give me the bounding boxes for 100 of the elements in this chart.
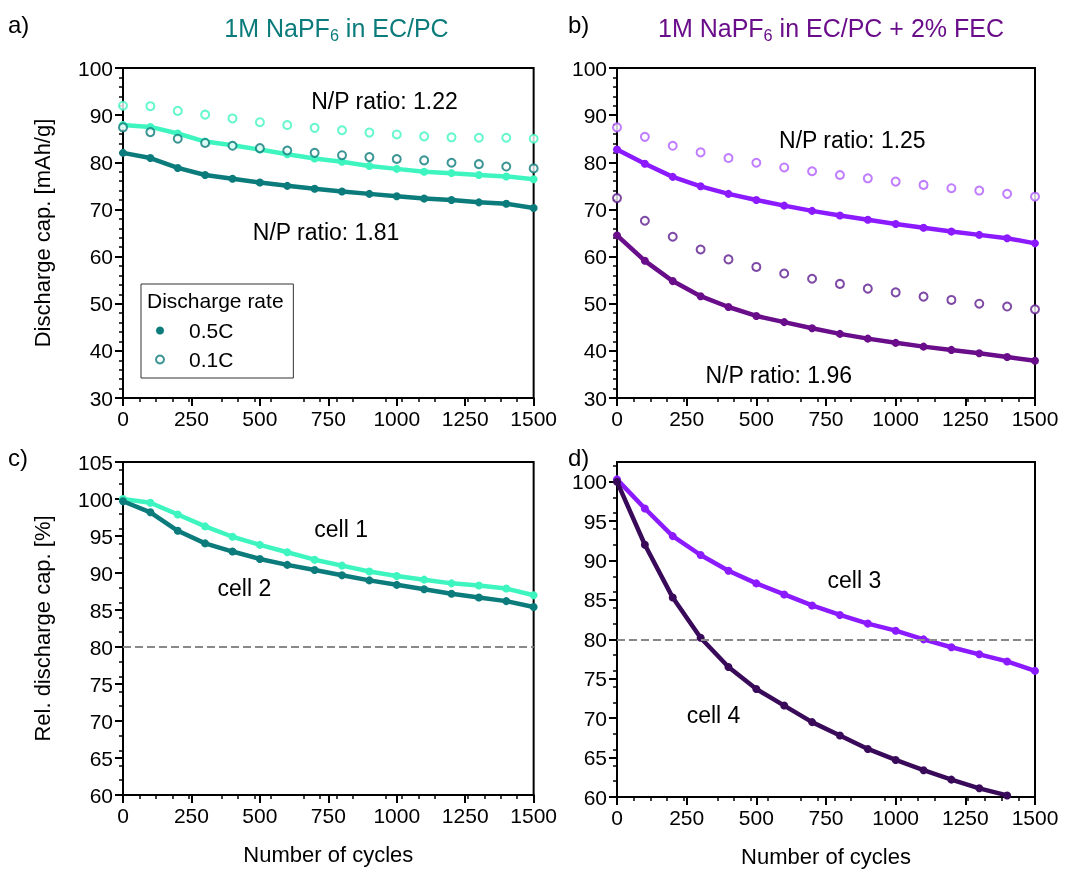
point [696, 551, 705, 560]
point [201, 522, 210, 531]
point [392, 571, 401, 580]
point [145, 101, 156, 112]
point [391, 153, 402, 164]
point [201, 539, 210, 548]
x-tick-label: 250 [173, 804, 209, 827]
point [807, 273, 818, 284]
point [282, 120, 293, 131]
annotation: cell 4 [686, 701, 741, 728]
point [474, 198, 483, 207]
point [338, 561, 347, 570]
point [891, 755, 900, 764]
point [337, 150, 348, 161]
point [392, 192, 401, 201]
point [780, 701, 789, 710]
point [724, 662, 733, 671]
x-tick-label: 0 [117, 407, 129, 430]
point [392, 580, 401, 589]
point [974, 298, 985, 309]
point [862, 283, 873, 294]
point [119, 148, 127, 157]
point [668, 593, 677, 602]
y-tick-label: 100 [571, 470, 607, 494]
point [1003, 657, 1012, 666]
y-axis-title: Discharge cap. [mAh/g] [29, 118, 55, 348]
y-tick-label: 30 [89, 386, 113, 410]
y-tick-label: 80 [89, 150, 113, 174]
point [1002, 188, 1013, 199]
x-tick-label: 1500 [1011, 407, 1059, 430]
y-tick-label: 80 [89, 635, 113, 659]
point [420, 585, 429, 594]
y-tick-label: 95 [89, 524, 113, 548]
point [446, 157, 457, 168]
point [890, 176, 901, 187]
point [807, 166, 818, 177]
point [668, 277, 677, 286]
point [724, 303, 733, 312]
point [723, 153, 734, 164]
point [391, 129, 402, 140]
point [365, 576, 374, 585]
point [835, 329, 844, 338]
point [419, 131, 430, 142]
point [919, 766, 928, 775]
point [667, 231, 678, 242]
point [145, 127, 156, 138]
point [227, 113, 238, 124]
x-tick-label: 500 [242, 407, 278, 430]
y-tick-label: 65 [583, 746, 607, 770]
point [282, 145, 293, 156]
point [146, 498, 155, 507]
point [309, 122, 320, 133]
point [338, 571, 347, 580]
point [338, 187, 347, 196]
point [365, 189, 374, 198]
point [695, 244, 706, 255]
point [640, 504, 649, 513]
point [473, 159, 484, 170]
y-tick-label: 90 [583, 103, 607, 127]
y-tick-label: 80 [583, 627, 607, 651]
y-tick-label: 90 [89, 103, 113, 127]
point [808, 324, 817, 333]
point [890, 287, 901, 298]
point [365, 567, 374, 576]
point [863, 744, 872, 753]
point [118, 100, 128, 111]
annotation: N/P ratio: 1.81 [252, 219, 400, 246]
point [808, 206, 817, 215]
legend-title: Discharge rate [147, 289, 284, 312]
x-tick-label: 250 [669, 806, 705, 829]
y-tick-label: 100 [571, 56, 607, 80]
point [502, 597, 511, 606]
annotation: cell 2 [217, 574, 272, 601]
text: b) [568, 10, 590, 38]
point [502, 199, 511, 208]
x-tick-label: 1500 [510, 407, 557, 430]
point [780, 201, 789, 210]
point [1031, 666, 1039, 675]
point [173, 163, 182, 172]
point [919, 223, 928, 232]
x-tick-label: 750 [310, 804, 346, 827]
point [228, 174, 237, 183]
point [947, 345, 956, 354]
point [337, 125, 348, 136]
point [780, 318, 789, 327]
y-tick-label: 60 [89, 245, 113, 269]
annotation: N/P ratio: 1.96 [705, 361, 853, 388]
x-tick-label: 750 [808, 407, 844, 430]
point [668, 172, 677, 181]
point [835, 731, 844, 740]
point [447, 579, 456, 588]
point [779, 268, 790, 279]
point [696, 182, 705, 191]
point [808, 718, 817, 727]
point [891, 338, 900, 347]
point [946, 294, 957, 305]
text: c) [8, 443, 28, 471]
point [779, 162, 790, 173]
point [283, 181, 292, 190]
point [309, 147, 320, 158]
